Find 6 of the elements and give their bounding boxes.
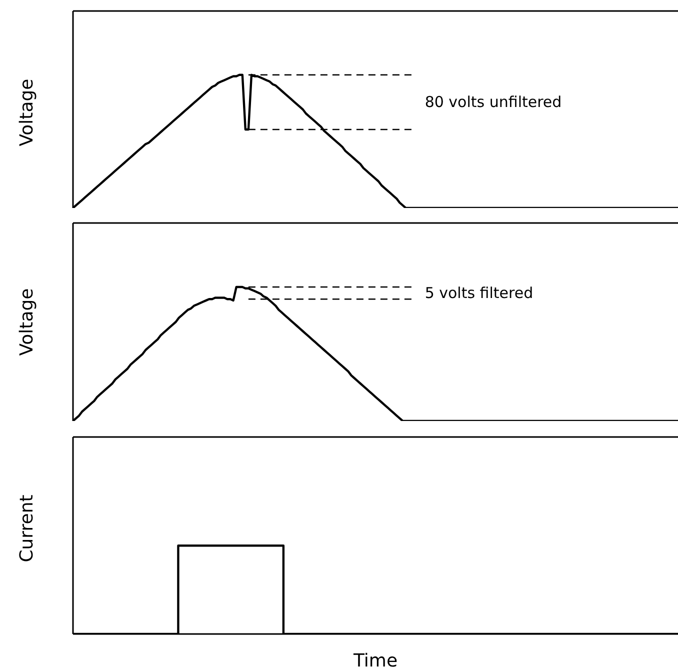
annotation: 80 volts unfiltered — [424, 93, 562, 112]
y-axis-title: Current — [16, 494, 38, 562]
annotation: 5 volts filtered — [424, 284, 534, 302]
x-axis-title: Time — [352, 650, 398, 670]
y-axis-title: Voltage — [16, 288, 38, 356]
y-axis-title: Voltage — [16, 78, 38, 146]
